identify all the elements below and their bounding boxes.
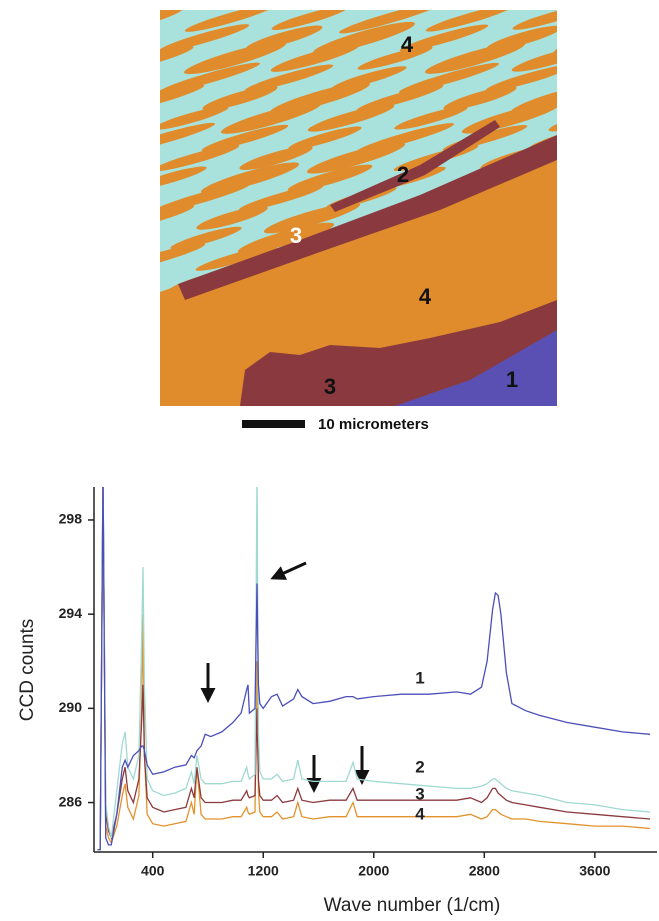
series-line [97,487,651,851]
map-lens [160,183,251,213]
series-label: 1 [415,668,424,687]
series-line [97,487,651,851]
map-lens [160,166,207,190]
x-tick-label: 3600 [579,863,610,879]
map-lens [270,44,360,72]
series-line [97,487,651,851]
plot-area [97,487,651,851]
map-lens [306,142,406,174]
annotation-arrow [270,561,307,580]
map-lens [160,62,260,94]
map-lens [571,63,647,94]
series-label: 4 [415,804,425,823]
map-lens [201,124,289,152]
map-label: 3 [324,374,336,399]
map-label: 1 [506,367,518,392]
series-line [97,487,651,851]
map-lens [200,162,300,194]
map-lens [160,24,250,52]
scale-bar [242,420,305,428]
map-lens [184,10,276,32]
map-lens [511,44,557,72]
y-axis-title: CCD counts [17,619,38,721]
map-lens [357,46,433,70]
series-label: 2 [415,757,424,776]
phase-map: 4 2 3 4 3 1 [160,10,647,406]
scale-bar-label: 10 micrometers [318,416,429,433]
map-lens [238,184,324,212]
y-tick-label: 290 [59,699,83,715]
map-lens [271,10,349,31]
map-lens [160,204,195,232]
x-tick-label: 1200 [248,863,279,879]
map-lens [553,22,557,54]
map-lens [548,104,557,132]
map-label: 3 [290,223,302,248]
map-region [395,330,557,406]
map-lens [195,245,279,271]
y-tick-label: 298 [59,511,83,527]
map-lens [237,222,335,254]
map-lens [287,164,373,192]
map-lens [356,84,444,112]
map-lens [398,62,500,94]
map-lens [184,41,286,75]
map-lens [202,85,278,111]
y-tick-label: 294 [59,605,83,621]
map-lens [339,10,441,34]
map-lens [394,106,468,130]
map-lens [160,144,240,172]
map-lens [170,226,242,250]
map-streak [330,120,500,212]
map-lens [160,45,194,71]
map-lens [425,10,515,32]
map-lens [196,206,268,230]
map-lens [160,84,205,112]
series-label: 3 [415,784,424,803]
map-lens [160,243,206,273]
map-lens [160,10,183,29]
map-lens [288,126,362,150]
map-label: 2 [397,162,409,187]
map-label: 4 [419,284,432,309]
y-tick-label: 286 [59,793,83,809]
map-lens [239,146,313,170]
map-lens [424,42,526,74]
map-band [178,135,557,300]
x-tick-label: 2800 [469,863,500,879]
map-lens [244,64,334,92]
map-lens [443,86,517,110]
map-lens [485,64,557,92]
map-lens [160,106,229,130]
map-lens [160,122,216,154]
map-lens [399,24,489,52]
map-label: 4 [401,32,414,57]
map-lens [512,10,557,30]
x-axis-title: Wave number (1/cm) [324,895,501,916]
x-tick-label: 2000 [358,863,389,879]
x-tick-label: 400 [141,863,165,879]
map-lens [307,104,395,132]
map-lens [313,21,415,55]
map-lens [220,102,322,134]
